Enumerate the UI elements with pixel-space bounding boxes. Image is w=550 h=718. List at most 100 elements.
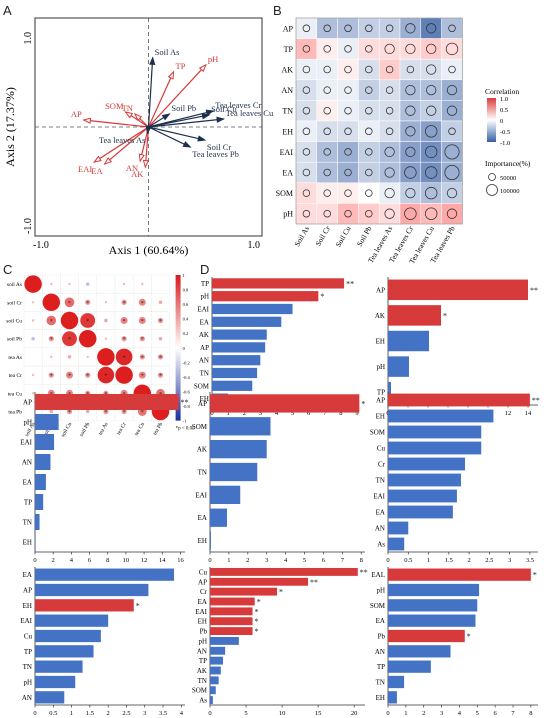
panel-a-arrow-label: AK bbox=[131, 169, 144, 179]
panel-b-importance-circle bbox=[323, 65, 331, 74]
panel-d-bar bbox=[210, 666, 221, 675]
panel-b-importance-circle bbox=[344, 65, 352, 74]
panel-c-row-label: soil Cr bbox=[7, 300, 22, 306]
panel-d-sig-mark: ** bbox=[532, 396, 540, 405]
panel-d-xtick-label: 8 bbox=[339, 410, 342, 417]
panel-d-category-label: EAI bbox=[195, 608, 207, 616]
panel-a-arrow-label: AN bbox=[126, 163, 138, 173]
panel-d-bar bbox=[35, 568, 175, 581]
panel-b-importance-circle bbox=[448, 24, 456, 33]
panel-a-xmin-tick: -1.0 bbox=[33, 240, 49, 251]
panel-c-sig-mark: * bbox=[141, 374, 144, 380]
panel-d-bar bbox=[210, 567, 358, 576]
panel-c-sig-mark: * bbox=[86, 374, 89, 380]
panel-b-cell bbox=[358, 58, 380, 81]
panel-c-row-label: soil Pb bbox=[7, 337, 22, 343]
panel-d-category-label: EH bbox=[198, 537, 207, 545]
panel-c-sig-mark: * bbox=[68, 410, 71, 416]
panel-b-importance-circle bbox=[426, 84, 437, 96]
panel-b-cell bbox=[399, 203, 422, 225]
panel-b-cell bbox=[337, 17, 359, 39]
panel-b-cell bbox=[378, 17, 401, 39]
panel-d-sig-mark: ** bbox=[530, 286, 538, 295]
panel-d-bar bbox=[210, 440, 267, 459]
panel-c-colorbar-tick: 0 bbox=[183, 346, 186, 351]
panel-b-cell bbox=[420, 161, 442, 184]
panel-d-category-label: AP bbox=[200, 344, 209, 352]
panel-b-cell bbox=[295, 120, 318, 142]
panel-b-importance-circle bbox=[323, 148, 331, 156]
panel-b-cell bbox=[337, 161, 359, 184]
panel-b-row-label: EAI bbox=[280, 148, 294, 157]
panel-d-category-label: TN bbox=[376, 477, 385, 485]
panel-d-bar bbox=[35, 629, 101, 643]
panel-c-col-label: soil Pb bbox=[79, 421, 92, 437]
panel-d-bar bbox=[388, 599, 478, 612]
panel-c-sig-mark: * bbox=[68, 301, 71, 307]
panel-d-xtick-label: 3 bbox=[265, 557, 268, 564]
panel-b-importance-circle bbox=[302, 127, 311, 136]
panel-d-bar bbox=[388, 629, 465, 643]
panel-d-bar bbox=[388, 409, 494, 423]
panel-b-importance-legend-label: 100000 bbox=[500, 188, 520, 195]
panel-c-corr-circle bbox=[64, 297, 75, 308]
panel-d-category-label: AK bbox=[197, 446, 207, 454]
panel-b-importance-circle bbox=[323, 24, 331, 33]
panel-d-category-label: TN bbox=[198, 469, 207, 477]
panel-d-xtick-label: 3 bbox=[143, 710, 146, 717]
panel-d-bar bbox=[35, 583, 149, 597]
panel-b-cell bbox=[337, 79, 359, 101]
panel-a-arrow-label: pH bbox=[208, 54, 218, 64]
panel-a-arrow-label: AP bbox=[71, 109, 82, 119]
panel-b-importance-circle bbox=[344, 127, 352, 136]
panel-b-col-label: Soil Cu bbox=[334, 224, 353, 248]
panel-d-bar bbox=[388, 279, 528, 301]
panel-d-xtick-label: 1 bbox=[227, 557, 230, 564]
panel-d-xtick-label: 5 bbox=[476, 710, 479, 717]
panel-b-importance-title: Importance(%) bbox=[485, 159, 531, 168]
panel-b-cell bbox=[316, 182, 338, 204]
panel-b-importance-circle bbox=[302, 209, 311, 218]
panel-b-col-label: Soil Pb bbox=[355, 224, 374, 248]
panel-d-category-label: EA bbox=[198, 514, 207, 522]
panel-d-category-label: AP bbox=[376, 286, 385, 294]
panel-b-cell bbox=[337, 100, 359, 122]
panel-a-arrow-label: Soil Cu bbox=[211, 104, 237, 114]
panel-c-corr-circle bbox=[31, 392, 35, 395]
panel-c-row-label: tea As bbox=[8, 355, 22, 361]
panel-d-xtick-label: 0 bbox=[386, 557, 389, 564]
panel-d-category-label: AK bbox=[375, 312, 385, 320]
panel-b-cell bbox=[358, 161, 380, 184]
panel-b-importance-circle bbox=[385, 86, 394, 94]
panel-b-cell bbox=[316, 58, 338, 81]
panel-b-importance-circle bbox=[405, 126, 416, 137]
panel-d-category-label: TN bbox=[23, 663, 32, 671]
panel-d-bar bbox=[388, 691, 397, 704]
panel-b-cell bbox=[420, 120, 442, 142]
panel-d-bar bbox=[210, 597, 255, 606]
panel-d-category-label: Cr bbox=[200, 588, 208, 596]
panel-b-importance-circle bbox=[344, 24, 352, 33]
panel-b-cell bbox=[295, 203, 318, 225]
panel-d-xtick-label: 10 bbox=[123, 557, 130, 564]
panel-d-sig-mark: * bbox=[136, 601, 140, 610]
panel-d-xtick-label: 3 bbox=[440, 710, 443, 717]
panel-d-category-label: Cr bbox=[378, 461, 386, 469]
panel-b-importance-circle bbox=[446, 105, 458, 116]
panel-b-cell bbox=[399, 58, 422, 81]
panel-b-cell bbox=[337, 38, 359, 60]
panel-d-category-label: EH bbox=[376, 413, 385, 421]
panel-d-category-label: Pb bbox=[200, 628, 208, 636]
panel-c-sig-mark: * bbox=[159, 319, 162, 325]
panel-b-row-label: EH bbox=[282, 127, 293, 136]
panel-b-importance-circle bbox=[365, 189, 373, 197]
panel-c-sig-mark: * bbox=[141, 355, 144, 361]
panel-c-colorbar bbox=[175, 275, 181, 421]
panel-d-category-label: pH bbox=[23, 679, 32, 687]
panel-c-corr-circle bbox=[158, 300, 163, 305]
panel-c-corr-circle bbox=[60, 311, 79, 330]
panel-d-category-label: TN bbox=[23, 519, 32, 527]
panel-b-cell bbox=[441, 79, 463, 101]
panel-d-bar bbox=[388, 393, 530, 407]
panel-c-colorbar-tick: 0.2 bbox=[183, 331, 189, 336]
